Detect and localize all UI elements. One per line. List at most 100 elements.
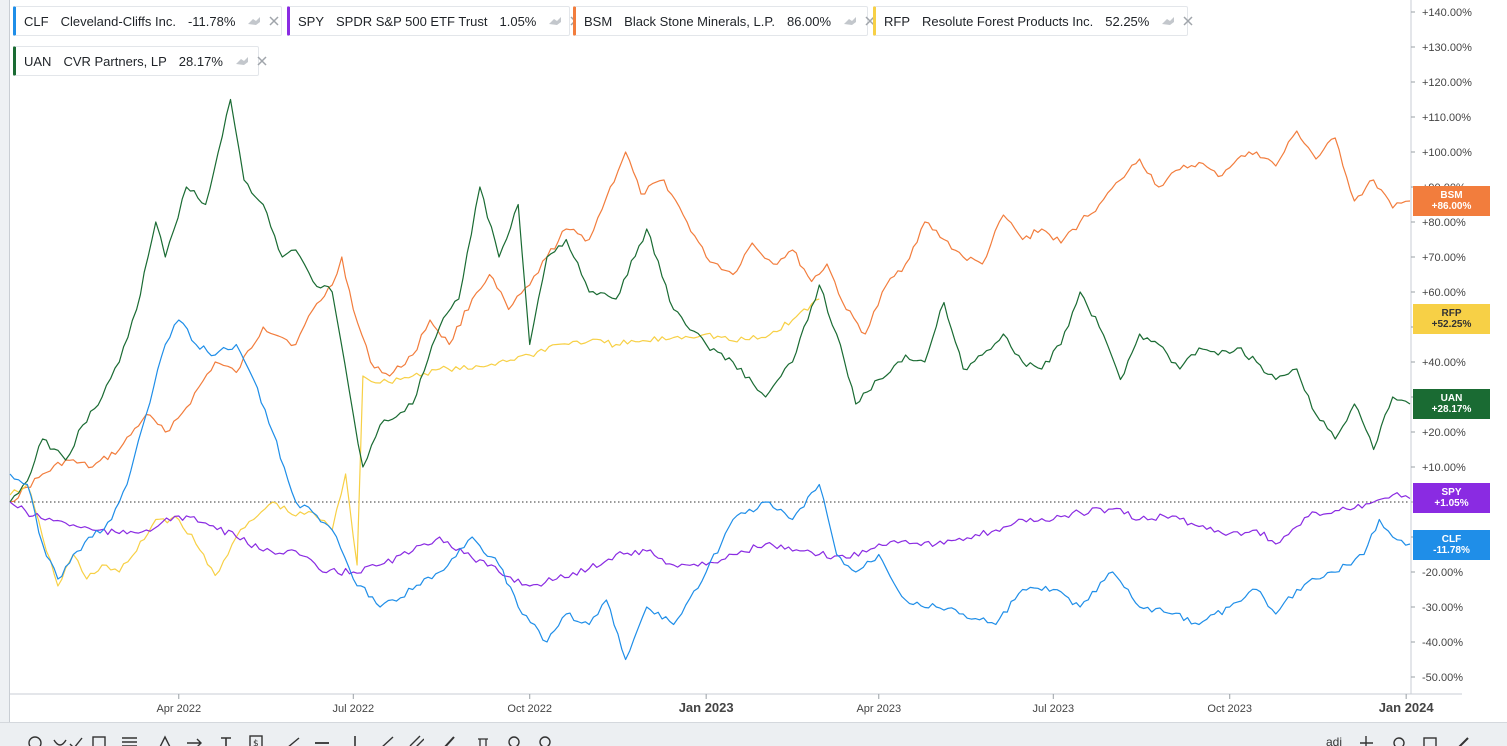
- tag-symbol: BSM: [1440, 190, 1463, 201]
- y-tick-label: -20.00%: [1422, 567, 1463, 579]
- zoom-out-icon[interactable]: [538, 734, 554, 746]
- series-line-uan: [9, 98, 1411, 503]
- x-tick-label: Apr 2022: [156, 703, 201, 715]
- legend-chip-bsm[interactable]: BSM Black Stone Minerals, L.P. 86.00%: [573, 6, 875, 36]
- close-icon[interactable]: [269, 15, 279, 27]
- axis-layer: +140.00% +130.00% +120.00% +110.00% +100.00%…: [10, 0, 1472, 715]
- chip-name: Black Stone Minerals, L.P.: [624, 13, 775, 29]
- adjusted-toggle[interactable]: adj: [1326, 735, 1343, 746]
- value-tag-bsm: BSM +86.00%: [1413, 186, 1490, 216]
- magnet-icon[interactable]: [1391, 734, 1407, 746]
- rectangle-tool-icon[interactable]: [91, 734, 107, 746]
- ray-line-icon[interactable]: [379, 734, 395, 746]
- text-tool-icon[interactable]: [219, 734, 235, 746]
- legend-chip-clf[interactable]: CLF Cleveland-Cliffs Inc. -11.78%: [13, 6, 282, 36]
- visibility-icon[interactable]: [235, 54, 249, 68]
- trend-line-icon[interactable]: [285, 734, 301, 746]
- series-line-clf: [9, 319, 1411, 661]
- value-tag-rfp: RFP +52.25%: [1413, 304, 1490, 334]
- chip-name: SPDR S&P 500 ETF Trust: [336, 13, 488, 29]
- price-label-icon[interactable]: $: [248, 734, 264, 746]
- tag-value: +86.00%: [1431, 201, 1472, 212]
- y-tick-label: +130.00%: [1422, 42, 1472, 54]
- chip-name: Cleveland-Cliffs Inc.: [60, 13, 176, 29]
- tag-symbol: CLF: [1441, 534, 1462, 545]
- x-tick-label: Jan 2023: [679, 700, 734, 715]
- y-tick-label: +110.00%: [1422, 112, 1471, 124]
- legend-chip-spy[interactable]: SPY SPDR S&P 500 ETF Trust 1.05%: [287, 6, 580, 36]
- x-tick-label: Oct 2023: [1207, 703, 1252, 715]
- vertical-line-icon[interactable]: [347, 734, 363, 746]
- series-line-bsm: [9, 130, 1411, 503]
- arrow-tool-icon[interactable]: [186, 734, 202, 746]
- y-tick-label: +60.00%: [1422, 287, 1466, 299]
- x-tick-label: Jul 2022: [332, 703, 374, 715]
- chip-percent: 1.05%: [499, 13, 537, 29]
- visibility-icon[interactable]: [843, 14, 857, 28]
- value-tag-uan: UAN +28.17%: [1413, 389, 1490, 419]
- tag-value: +1.05%: [1434, 498, 1469, 509]
- series-layer: [9, 98, 1411, 661]
- legend-chip-uan[interactable]: UAN CVR Partners, LP 28.17%: [13, 46, 267, 76]
- tag-value: -11.78%: [1433, 545, 1470, 556]
- legend-chip-rfp[interactable]: RFP Resolute Forest Products Inc. 52.25%: [873, 6, 1193, 36]
- tag-symbol: RFP: [1441, 308, 1462, 319]
- settings-icon[interactable]: [1455, 734, 1471, 746]
- left-edge-panel: [0, 0, 10, 722]
- y-tick-label: +120.00%: [1422, 77, 1472, 89]
- brush-tool-icon[interactable]: [441, 734, 457, 746]
- calendar-icon[interactable]: [1422, 734, 1438, 746]
- tick-tool-icon[interactable]: [68, 734, 84, 746]
- chip-symbol: RFP: [884, 13, 910, 29]
- triangle-tool-icon[interactable]: [157, 734, 173, 746]
- y-tick-label: -40.00%: [1422, 637, 1463, 649]
- chip-symbol: UAN: [24, 53, 52, 69]
- y-tick-label: +140.00%: [1422, 7, 1472, 19]
- y-tick-label: +100.00%: [1422, 147, 1472, 159]
- y-tick-label: +40.00%: [1422, 357, 1466, 369]
- visibility-icon[interactable]: [247, 14, 261, 28]
- tag-symbol: UAN: [1440, 393, 1463, 404]
- horizontal-line-icon[interactable]: [314, 734, 330, 746]
- value-tag-spy: SPY +1.05%: [1413, 483, 1490, 513]
- chip-symbol: SPY: [298, 13, 325, 29]
- parallel-channel-icon[interactable]: [408, 734, 424, 746]
- chip-symbol: CLF: [24, 13, 49, 29]
- chip-percent: 86.00%: [786, 13, 832, 29]
- svg-text:$: $: [253, 739, 259, 746]
- curve-tool-icon[interactable]: [52, 734, 68, 746]
- y-tick-label: +80.00%: [1422, 217, 1466, 229]
- y-tick-label: +70.00%: [1422, 252, 1466, 264]
- y-tick-label: -50.00%: [1422, 672, 1463, 684]
- chip-percent: 52.25%: [1105, 13, 1150, 29]
- tag-symbol: SPY: [1441, 487, 1462, 498]
- value-tag-clf: CLF -11.78%: [1413, 530, 1490, 560]
- zoom-in-icon[interactable]: [507, 734, 523, 746]
- circle-tool-icon[interactable]: [27, 734, 43, 746]
- x-tick-label: Oct 2022: [507, 703, 552, 715]
- comparison-chart[interactable]: +140.00% +130.00% +120.00% +110.00% +100.00%…: [0, 0, 1507, 722]
- chip-symbol: BSM: [584, 13, 613, 29]
- close-icon[interactable]: [257, 55, 267, 67]
- visibility-icon[interactable]: [1161, 14, 1175, 28]
- visibility-icon[interactable]: [548, 14, 562, 28]
- close-icon[interactable]: [1183, 15, 1193, 27]
- series-line-rfp: [9, 298, 820, 587]
- x-tick-label: Apr 2023: [856, 703, 901, 715]
- series-line-spy: [9, 492, 1411, 587]
- tag-value: +52.25%: [1431, 319, 1472, 330]
- y-tick-label: -30.00%: [1422, 602, 1463, 614]
- chip-percent: -11.78%: [187, 13, 236, 29]
- tag-value: +28.17%: [1431, 404, 1472, 415]
- trash-icon[interactable]: [475, 734, 491, 746]
- y-tick-label: +20.00%: [1422, 427, 1466, 439]
- chip-percent: 28.17%: [178, 53, 223, 69]
- chip-name: CVR Partners, LP: [63, 53, 167, 69]
- y-tick-label: +10.00%: [1422, 462, 1466, 474]
- x-tick-label: Jan 2024: [1379, 700, 1435, 715]
- x-tick-label: Jul 2023: [1032, 703, 1074, 715]
- drawing-toolbar: $ adj: [0, 722, 1507, 746]
- crosshair-icon[interactable]: [1358, 734, 1374, 746]
- fib-lines-icon[interactable]: [121, 734, 137, 746]
